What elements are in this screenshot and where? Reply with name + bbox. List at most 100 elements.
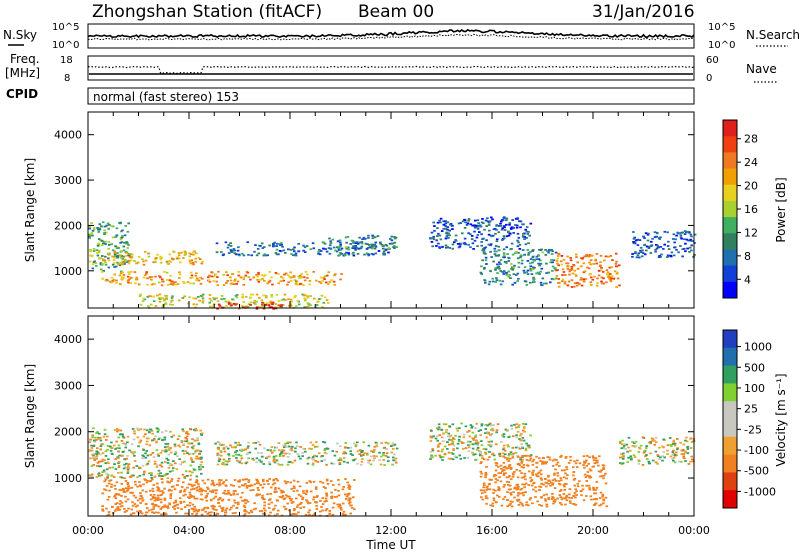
scatter-cell: [170, 257, 174, 260]
scatter-cell: [328, 244, 332, 247]
scatter-cell: [274, 272, 278, 274]
scatter-cell: [620, 443, 624, 446]
scatter-cell: [191, 461, 194, 463]
scatter-cell: [391, 463, 394, 466]
scatter-cell: [519, 456, 522, 459]
scatter-cell: [212, 483, 215, 485]
scatter-cell: [431, 456, 434, 459]
scatter-cell: [440, 436, 444, 439]
scatter-cell: [559, 502, 562, 504]
scatter-cell: [195, 489, 199, 492]
scatter-cell: [318, 280, 321, 283]
scatter-cell: [607, 255, 610, 258]
scatter-cell: [599, 264, 602, 267]
scatter-cell: [265, 254, 268, 257]
scatter-cell: [324, 275, 327, 278]
scatter-cell: [583, 473, 587, 476]
scatter-cell: [524, 454, 528, 457]
scatter-cell: [658, 446, 661, 449]
scatter-cell: [157, 438, 161, 441]
scatter-cell: [555, 269, 558, 272]
scatter-cell: [148, 444, 152, 447]
scatter-cell: [221, 508, 224, 511]
scatter-cell: [509, 478, 513, 481]
scatter-cell: [288, 497, 292, 500]
scatter-cell: [136, 436, 140, 439]
scatter-cell: [511, 454, 515, 457]
scatter-cell: [264, 303, 268, 306]
scatter-cell: [234, 303, 237, 306]
scatter-cell: [560, 255, 564, 257]
scatter-cell: [535, 272, 538, 275]
scatter-cell: [564, 456, 568, 458]
scatter-cell: [126, 247, 129, 249]
scatter-cell: [533, 266, 536, 269]
scatter-cell: [206, 506, 209, 509]
scatter-cell: [122, 491, 126, 493]
scatter-cell: [381, 247, 385, 250]
scatter-cell: [544, 462, 547, 465]
scatter-cell: [136, 510, 139, 513]
scatter-cell: [560, 263, 564, 266]
scatter-cell: [103, 488, 106, 491]
scatter-cell: [338, 503, 342, 506]
scatter-cell: [591, 254, 594, 257]
scatter-cell: [97, 475, 101, 477]
scatter-cell: [386, 456, 390, 459]
scatter-cell: [512, 473, 515, 476]
scatter-cell: [160, 513, 163, 516]
scatter-cell: [360, 451, 363, 454]
scatter-cell: [557, 285, 561, 288]
nave-tick-top: 60: [706, 55, 719, 66]
scatter-cell: [90, 444, 93, 447]
scatter-cell: [482, 448, 485, 450]
scatter-cell: [611, 259, 614, 261]
scatter-cell: [315, 508, 319, 510]
scatter-cell: [566, 268, 570, 270]
scatter-cell: [373, 236, 377, 239]
scatter-cell: [672, 449, 675, 452]
scatter-cell: [247, 441, 250, 444]
scatter-cell: [103, 459, 106, 461]
scatter-cell: [220, 298, 223, 301]
scatter-cell: [578, 462, 582, 465]
scatter-cell: [523, 483, 526, 486]
scatter-cell: [229, 248, 233, 251]
scatter-cell: [494, 232, 497, 235]
scatter-cell: [469, 233, 472, 236]
nave-tick-bottom: 0: [706, 73, 712, 84]
scatter-cell: [491, 429, 495, 432]
scatter-cell: [497, 231, 501, 234]
scatter-cell: [243, 509, 247, 511]
scatter-cell: [595, 461, 598, 464]
scatter-cell: [666, 444, 670, 447]
scatter-cell: [531, 261, 534, 264]
scatter-cell: [215, 242, 219, 245]
scatter-cell: [233, 499, 236, 502]
scatter-cell: [688, 251, 691, 253]
scatter-cell: [560, 479, 563, 482]
scatter-cell: [117, 509, 120, 511]
scatter-cell: [545, 461, 548, 463]
scatter-cell: [115, 227, 119, 230]
scatter-cell: [122, 249, 126, 252]
scatter-cell: [583, 462, 586, 464]
scatter-cell: [600, 469, 603, 472]
scatter-cell: [273, 507, 276, 510]
scatter-cell: [262, 275, 266, 278]
scatter-cell: [217, 502, 220, 504]
scatter-cell: [561, 278, 565, 281]
scatter-cell: [361, 450, 364, 452]
scatter-cell: [232, 455, 235, 457]
scatter-cell: [229, 279, 233, 282]
scatter-cell: [247, 303, 251, 305]
scatter-cell: [551, 479, 555, 482]
scatter-cell: [235, 283, 239, 285]
scatter-cell: [661, 445, 664, 448]
scatter-cell: [495, 277, 498, 279]
scatter-cell: [387, 460, 390, 462]
scatter-cell: [218, 304, 222, 307]
scatter-cell: [547, 249, 551, 252]
scatter-cell: [500, 228, 504, 231]
scatter-cell: [217, 460, 221, 462]
